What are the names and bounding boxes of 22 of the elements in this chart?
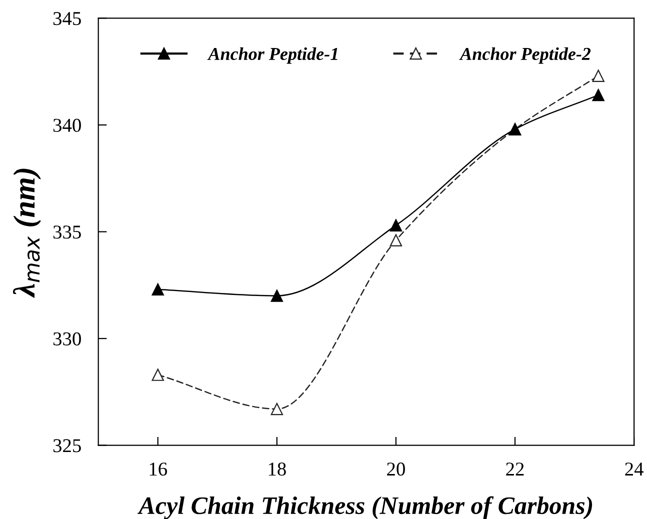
x-tick-label: 22 bbox=[506, 462, 524, 476]
point bbox=[270, 290, 284, 302]
y-tick-label: 330 bbox=[53, 332, 81, 346]
y-tick-label: 335 bbox=[53, 226, 81, 239]
y-tick-label: 340 bbox=[53, 118, 81, 132]
point bbox=[270, 402, 284, 416]
x-axis-title: Acyl Chain Thickness (Number of Carbons) bbox=[137, 496, 592, 519]
x-tick-label: 20 bbox=[387, 462, 405, 476]
point bbox=[390, 219, 402, 232]
point bbox=[152, 368, 164, 381]
legend-label: Anchor Peptide-2 bbox=[459, 47, 591, 64]
legend-label: Anchor Peptide-1 bbox=[207, 47, 338, 64]
x-tick-label: 16 bbox=[150, 462, 168, 476]
point bbox=[592, 70, 604, 82]
y-tick-label: 325 bbox=[53, 439, 81, 452]
x-tick-label: 18 bbox=[268, 462, 286, 476]
x-tick-label: 24 bbox=[625, 462, 644, 476]
point bbox=[390, 234, 402, 246]
point bbox=[592, 88, 604, 102]
y-tick-label: 345 bbox=[53, 12, 81, 26]
point bbox=[152, 283, 164, 296]
y-axis-title: λ$_{max}$ (nm) bbox=[12, 168, 42, 298]
